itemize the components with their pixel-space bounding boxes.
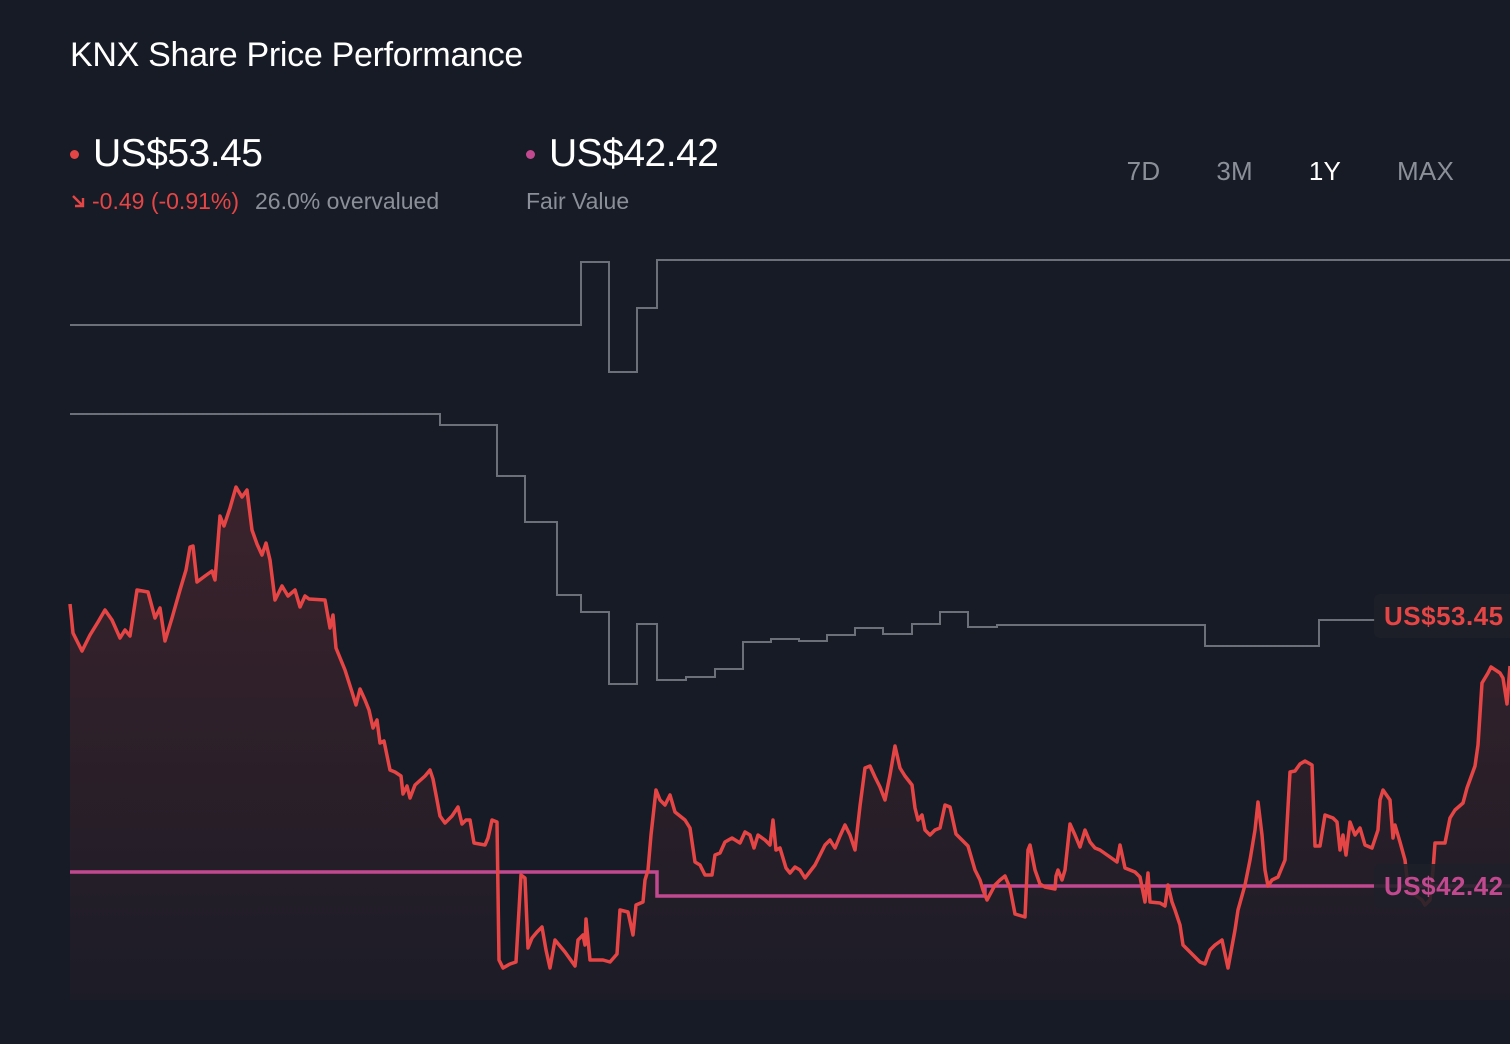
arrow-down-right-icon — [70, 188, 86, 215]
fair-value-value: US$42.42 — [549, 132, 719, 175]
fair-value-line — [70, 870, 1510, 898]
price-area-fill — [70, 487, 1510, 1000]
fair-value-end-label: US$42.42 — [1374, 864, 1510, 908]
price-change: -0.49 (-0.91%) — [70, 188, 239, 215]
analyst-target-line — [70, 413, 1375, 685]
fair-value-label: Fair Value — [526, 188, 630, 214]
range-1y[interactable]: 1Y — [1308, 156, 1342, 186]
analyst-target-line — [70, 259, 1510, 373]
share-price-stat: US$53.45 -0.49 (-0.91%) 26.0% overvalued — [70, 132, 439, 215]
fair-value-legend-dot — [526, 149, 535, 159]
range-max[interactable]: MAX — [1397, 156, 1454, 186]
fair-value-stat: US$42.42 Fair Value — [526, 132, 719, 215]
share-price-value: US$53.45 — [93, 132, 263, 175]
range-3m[interactable]: 3M — [1216, 156, 1253, 186]
price-end-label: US$53.45 — [1374, 594, 1510, 638]
share-price-legend-dot — [70, 149, 79, 159]
range-7d[interactable]: 7D — [1126, 156, 1161, 186]
valuation-note: 26.0% overvalued — [255, 188, 440, 214]
chart-title: KNX Share Price Performance — [70, 36, 523, 74]
time-range-selector: 7D 3M 1Y MAX — [1099, 156, 1482, 187]
analyst-target-lines — [70, 259, 1510, 685]
share-price-line — [68, 485, 1510, 970]
price-change-value: -0.49 (-0.91%) — [92, 188, 240, 214]
